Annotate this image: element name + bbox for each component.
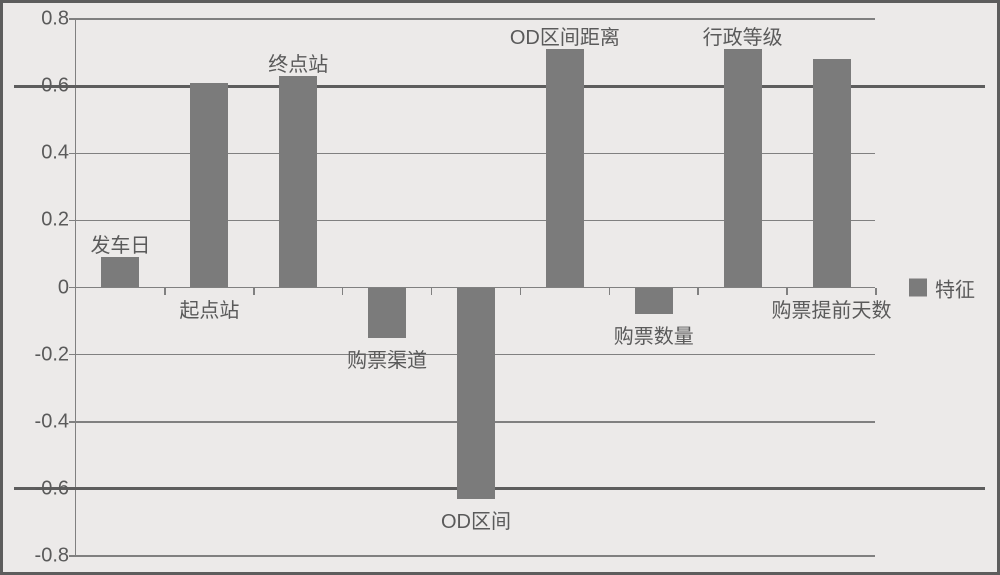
legend: 特征 <box>909 273 975 302</box>
legend-label: 特征 <box>935 273 975 302</box>
category-label: 起点站 <box>179 294 239 323</box>
category-label: OD区间距离 <box>510 21 620 50</box>
y-tick-label: 0 <box>15 276 69 299</box>
chart-inner: 发车日起点站 终点站购票渠道 OD区间 OD区间距离购票数量 行政等级购票提前天数 0.… <box>15 13 985 562</box>
legend-swatch <box>909 279 927 297</box>
bar <box>724 49 762 287</box>
bar <box>813 59 851 287</box>
x-tick-mark <box>431 288 433 295</box>
y-tick-label: -0.6 <box>15 477 69 500</box>
x-tick-mark <box>342 288 344 295</box>
bar <box>546 49 584 287</box>
x-tick-mark <box>520 288 522 295</box>
bar <box>101 257 139 287</box>
x-tick-mark <box>609 288 611 295</box>
y-tick-label: 0.8 <box>15 8 69 31</box>
category-label: OD区间 <box>441 505 511 534</box>
chart-frame: 发车日起点站 终点站购票渠道 OD区间 OD区间距离购票数量 行政等级购票提前天数 0.… <box>0 0 1000 575</box>
y-tick-label: -0.4 <box>15 410 69 433</box>
y-tick-mark <box>69 421 76 423</box>
bar <box>457 288 495 499</box>
gridline <box>76 555 875 557</box>
y-tick-mark <box>69 354 76 356</box>
y-tick-mark <box>69 18 76 20</box>
x-tick-mark <box>253 288 255 295</box>
plot-area: 发车日起点站终点站购票渠道OD区间OD区间距离购票数量行政等级购票提前天数 <box>75 19 875 556</box>
category-label: 行政等级 <box>703 21 783 50</box>
y-tick-mark <box>69 220 76 222</box>
y-tick-mark <box>69 153 76 155</box>
bar <box>190 83 228 288</box>
category-label: 购票渠道 <box>347 344 427 373</box>
category-label: 购票数量 <box>614 320 694 349</box>
bar <box>279 76 317 287</box>
bar <box>635 288 673 315</box>
y-tick-label: -0.2 <box>15 343 69 366</box>
category-label: 购票提前天数 <box>772 294 892 323</box>
threshold-line <box>14 487 985 490</box>
x-tick-mark <box>164 288 166 295</box>
y-tick-label: 0.6 <box>15 75 69 98</box>
category-label: 终点站 <box>268 48 328 77</box>
gridline <box>76 18 875 20</box>
chart-wrap: 发车日起点站终点站购票渠道OD区间OD区间距离购票数量行政等级购票提前天数 0.… <box>15 13 875 562</box>
y-tick-label: 0.4 <box>15 142 69 165</box>
y-tick-label: -0.8 <box>15 545 69 568</box>
category-label: 发车日 <box>90 229 150 258</box>
y-tick-label: 0.2 <box>15 209 69 232</box>
x-tick-mark <box>697 288 699 295</box>
y-tick-mark <box>69 555 76 557</box>
y-tick-mark <box>69 287 76 289</box>
bar <box>368 288 406 338</box>
